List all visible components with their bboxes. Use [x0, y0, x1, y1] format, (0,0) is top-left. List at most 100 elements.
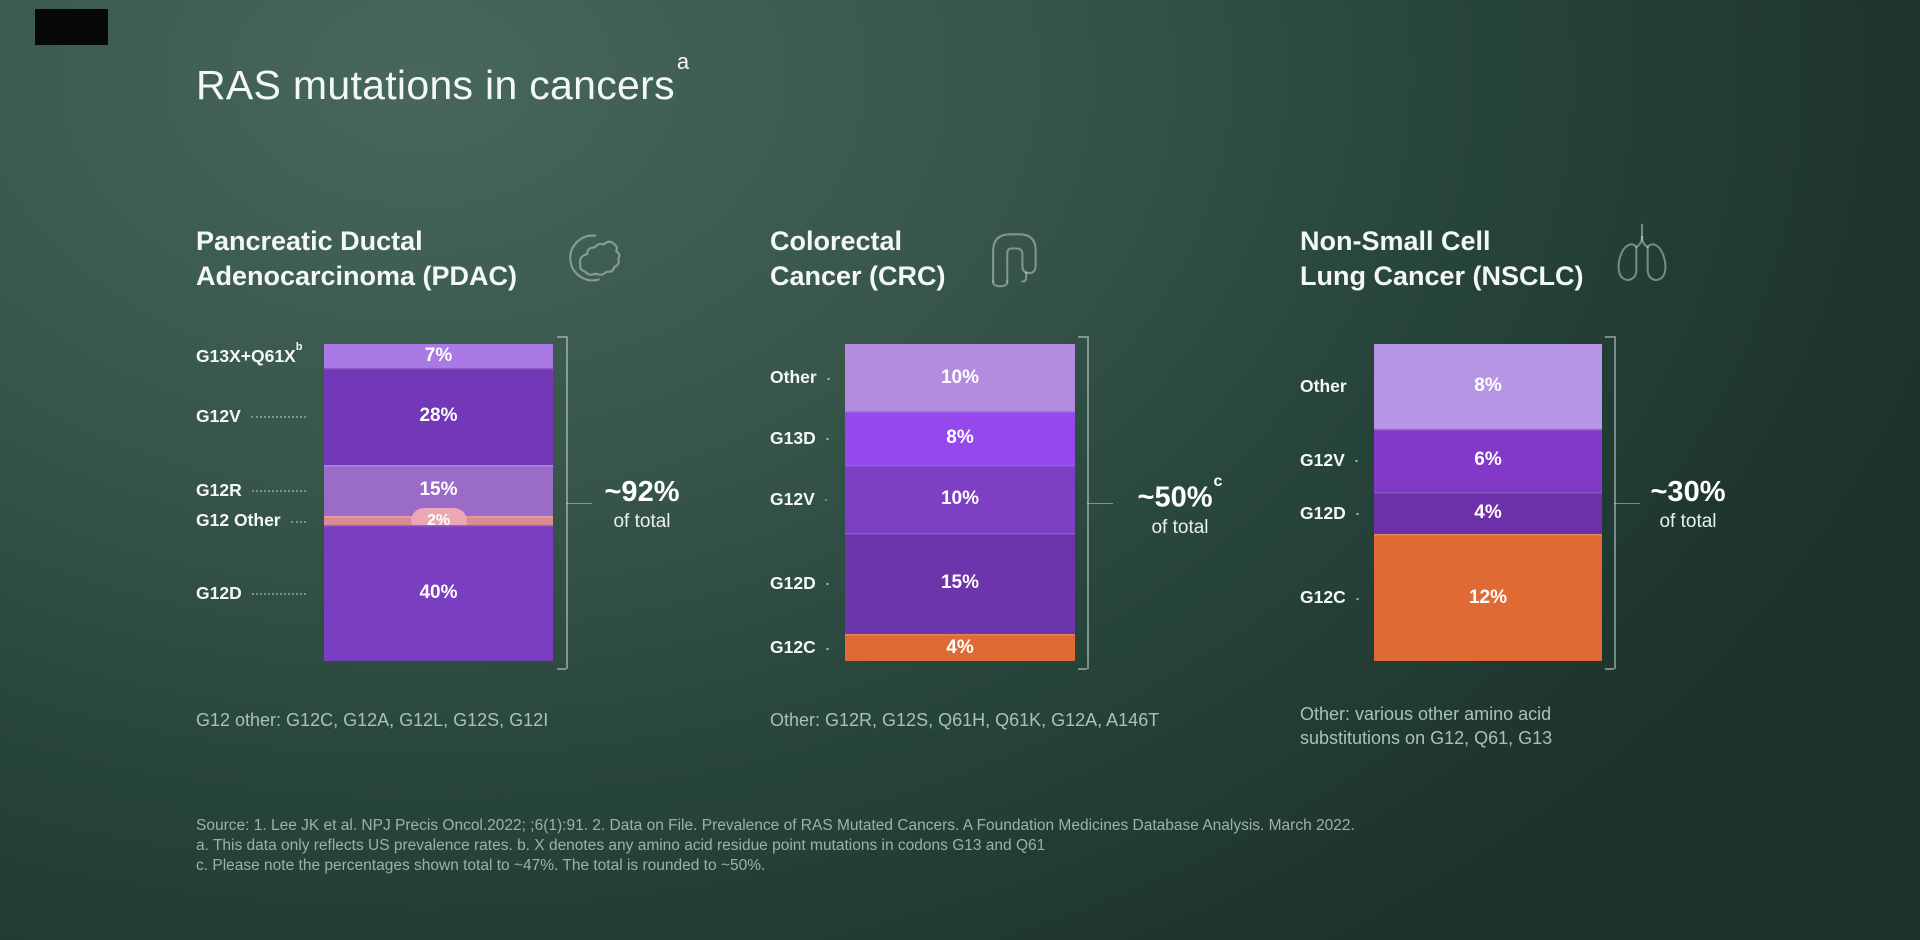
bar-segment — [845, 465, 1075, 533]
segment-label-row: G12D — [196, 581, 314, 605]
chart-title: Colorectal Cancer (CRC) — [770, 224, 946, 294]
leader-dots — [251, 490, 306, 493]
bar-segment — [324, 368, 553, 465]
segment-label-row: G12V — [196, 404, 314, 428]
segment-label: G12V — [196, 405, 241, 426]
bar-segment — [845, 532, 1075, 635]
segment-label: Other — [1300, 375, 1347, 396]
chart-title-line: Non-Small Cell — [1300, 226, 1491, 256]
leader-dots — [251, 593, 306, 596]
segment-value: 6% — [1474, 449, 1502, 471]
total-superscript: c — [1213, 473, 1223, 490]
bracket-cap-top — [557, 336, 566, 338]
chart-footnote: G12 other: G12C, G12A, G12L, G12S, G12I — [196, 710, 549, 730]
segment-label: G12D — [1300, 502, 1346, 523]
chart-title: Pancreatic Ductal Adenocarcinoma (PDAC) — [196, 224, 517, 294]
leader-dots — [290, 520, 306, 523]
colon-icon — [978, 222, 1046, 292]
bar-segment — [1374, 344, 1602, 429]
bracket-cap-bottom — [557, 668, 566, 670]
segment-value: 40% — [419, 582, 458, 604]
chart-title-line: Pancreatic Ductal — [196, 226, 423, 256]
leader-dots — [825, 438, 827, 441]
chart-footnote: Other: G12R, G12S, Q61H, Q61K, G12A, A14… — [770, 710, 1160, 730]
chart-title-line: Cancer (CRC) — [770, 261, 946, 291]
segment-label-row: G12V — [1300, 448, 1364, 472]
bar-segment — [845, 344, 1075, 412]
stacked-bar: 7% 28% 15% 2% 40% — [324, 344, 553, 661]
bar-segment — [324, 464, 553, 517]
segment-label-row: G12 Other — [196, 509, 314, 533]
segment-value: 7% — [424, 345, 453, 367]
segment-label-row: Other — [1300, 374, 1364, 398]
chart-footnote: Other: various other amino acid substitu… — [1300, 704, 1553, 748]
chart-title-line: Adenocarcinoma (PDAC) — [196, 261, 518, 291]
segment-label: Other — [770, 367, 817, 388]
segment-label-row: G13X+Q61Xb — [196, 340, 314, 368]
segment-label-row: Other — [770, 366, 835, 390]
bar-segment — [1374, 491, 1602, 535]
segment-value: 28% — [419, 405, 458, 427]
total-callout: ~92% of total — [562, 476, 722, 533]
segment-value: 4% — [946, 636, 974, 658]
total-subtext: of total — [1151, 516, 1209, 538]
segment-value: 12% — [1468, 586, 1508, 608]
bar-segment — [845, 634, 1075, 661]
leader-dots — [250, 416, 306, 419]
title-superscript: a — [676, 49, 690, 75]
bracket-cap-top — [1078, 336, 1087, 338]
segment-value: 8% — [946, 427, 974, 449]
segment-label-row: G12C — [1300, 586, 1364, 610]
bracket-cap-bottom — [1605, 668, 1614, 670]
segment-label-row: G12V — [770, 487, 835, 511]
bar-segment — [845, 411, 1075, 466]
source-line-1: Source: 1. Lee JK et al. NPJ Precis Onco… — [196, 817, 1355, 834]
source-line-2: a. This data only reflects US prevalence… — [196, 837, 1046, 854]
segment-label: G12V — [1300, 449, 1345, 470]
source-notes: Source: 1. Lee JK et al. NPJ Precis Onco… — [196, 816, 1355, 876]
lungs-icon — [1608, 216, 1676, 288]
segment-value: 15% — [940, 572, 980, 594]
total-subtext: of total — [1659, 511, 1717, 532]
segment-label-superscript: b — [295, 340, 303, 353]
corner-black-box — [35, 9, 108, 45]
segment-label-row: G13D — [770, 426, 835, 450]
source-line-3: c. Please note the percentages shown tot… — [196, 857, 766, 874]
segment-label: G12D — [196, 582, 242, 603]
segment-label: G12R — [196, 479, 242, 500]
segment-value: 15% — [419, 479, 458, 501]
segment-value: 10% — [940, 366, 980, 388]
segment-value: 10% — [940, 488, 980, 510]
page-title-text: RAS mutations in cancers — [196, 62, 675, 108]
segment-label: G12 Other — [196, 510, 281, 531]
total-callout: ~50%c of total — [1100, 473, 1260, 539]
segment-label: G12V — [770, 488, 815, 509]
stacked-bar: 10% 8% 10% 15% 4% — [845, 344, 1075, 661]
chart-title-line: Colorectal — [770, 226, 903, 256]
leader-dots — [825, 647, 827, 650]
pancreas-icon — [556, 226, 626, 296]
bracket-mid-tick — [566, 502, 592, 504]
chart-title: Non-Small Cell Lung Cancer (NSCLC) — [1300, 224, 1584, 294]
bracket-mid-tick — [1087, 502, 1113, 504]
segment-label: G12C — [770, 637, 816, 657]
segment-value: 8% — [1474, 375, 1502, 397]
bar-segment — [324, 344, 553, 369]
chart-title-line: Lung Cancer (NSCLC) — [1300, 261, 1584, 291]
total-percent: ~50%c — [1137, 473, 1223, 514]
segment-label-row: G12C — [770, 636, 835, 660]
total-callout: ~30% of total — [1608, 476, 1768, 533]
segment-label: G12C — [1300, 587, 1346, 608]
leader-dots — [1354, 460, 1356, 463]
segment-label-row: G12R — [196, 478, 314, 502]
stacked-bar: 8% 6% 4% 12% — [1374, 344, 1602, 661]
bar-segment — [1374, 534, 1602, 661]
total-subtext: of total — [613, 511, 671, 532]
bar-segment — [324, 525, 553, 661]
bracket-mid-tick — [1614, 502, 1640, 504]
total-percent: ~92% — [604, 476, 680, 508]
bracket-cap-bottom — [1078, 668, 1087, 670]
bar-segment — [1374, 428, 1602, 492]
total-percent: ~30% — [1650, 476, 1726, 508]
